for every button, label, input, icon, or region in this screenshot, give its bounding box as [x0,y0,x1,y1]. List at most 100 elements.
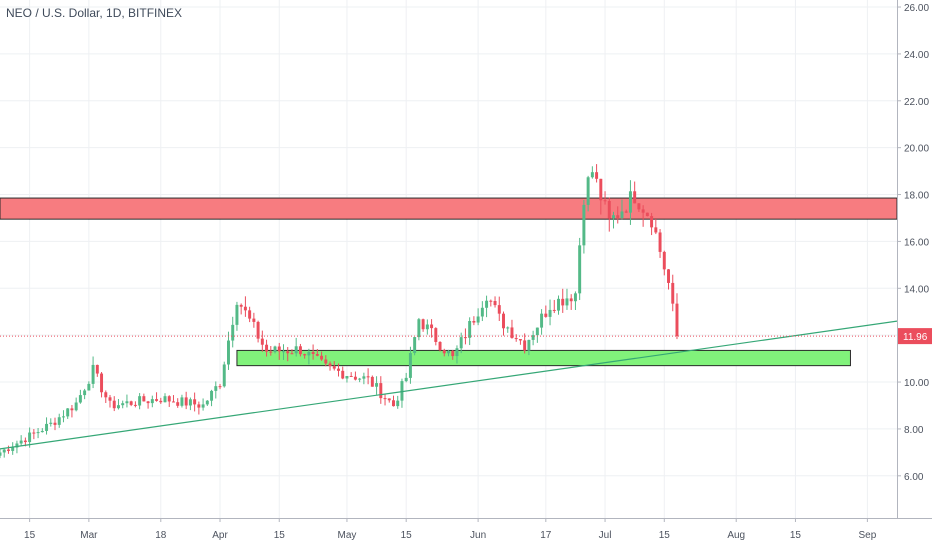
candle-down[interactable] [337,368,340,371]
candle-down[interactable] [129,401,133,405]
candle-up[interactable] [214,386,218,391]
candle-down[interactable] [671,282,675,304]
candle-down[interactable] [502,313,505,329]
candle-down[interactable] [243,306,247,311]
candle-down[interactable] [100,373,104,393]
candle-up[interactable] [476,316,480,323]
candle-down[interactable] [624,211,628,213]
candle-up[interactable] [408,353,412,378]
candle-down[interactable] [370,376,374,387]
candle-up[interactable] [116,405,120,409]
candle-up[interactable] [485,300,489,308]
candle-down[interactable] [472,320,476,323]
candle-up[interactable] [375,383,379,387]
candle-up[interactable] [227,340,230,365]
candle-down[interactable] [675,303,679,337]
candle-up[interactable] [345,375,349,379]
candle-down[interactable] [95,364,99,374]
candle-down[interactable] [159,400,163,403]
candle-down[interactable] [290,353,294,355]
candle-up[interactable] [459,337,463,349]
candle-down[interactable] [298,346,302,355]
candle-down[interactable] [353,376,357,380]
candle-up[interactable] [417,319,421,338]
candle-down[interactable] [167,396,171,402]
candle-down[interactable] [171,401,175,403]
candle-down[interactable] [607,201,611,219]
candle-up[interactable] [628,191,632,213]
candle-up[interactable] [590,172,594,178]
candle-up[interactable] [87,383,91,391]
candle-down[interactable] [112,400,116,409]
candle-down[interactable] [133,404,137,406]
candle-down[interactable] [193,399,197,405]
candle-up[interactable] [121,403,125,406]
candle-down[interactable] [650,216,654,228]
candle-up[interactable] [468,320,472,338]
candle-down[interactable] [23,440,27,443]
candle-up[interactable] [163,396,167,403]
candle-down[interactable] [616,215,620,218]
candle-up[interactable] [447,350,450,354]
candle-up[interactable] [358,378,362,380]
candle-up[interactable] [57,417,61,425]
candle-up[interactable] [0,452,2,456]
candle-down[interactable] [489,300,493,302]
candle-up[interactable] [565,298,569,306]
candle-down[interactable] [269,351,273,353]
candle-up[interactable] [282,351,285,353]
resistance-zone[interactable] [0,197,898,220]
candle-down[interactable] [523,340,527,351]
candle-down[interactable] [599,178,603,201]
candle-down[interactable] [328,363,332,367]
candle-up[interactable] [138,396,142,406]
candle-up[interactable] [396,400,400,407]
candle-up[interactable] [531,335,535,340]
candle-down[interactable] [142,396,146,402]
candle-down[interactable] [184,397,188,406]
candle-up[interactable] [573,293,577,302]
candle-up[interactable] [222,364,226,387]
trendline[interactable] [0,320,898,450]
candle-down[interactable] [252,318,256,322]
candle-up[interactable] [91,364,95,384]
candle-up[interactable] [201,404,205,408]
candle-down[interactable] [286,351,290,354]
candle-down[interactable] [633,191,637,204]
candle-down[interactable] [341,370,345,379]
candle-down[interactable] [544,313,548,317]
candle-up[interactable] [413,337,417,354]
candle-down[interactable] [104,392,108,398]
candle-down[interactable] [658,232,662,252]
candle-down[interactable] [256,321,260,339]
candle-down[interactable] [561,298,565,306]
candle-down[interactable] [392,400,395,407]
candle-up[interactable] [480,307,484,317]
candle-down[interactable] [239,304,243,307]
candle-down[interactable] [311,352,315,354]
candle-up[interactable] [61,416,65,418]
candle-down[interactable] [518,339,522,341]
candle-down[interactable] [332,366,336,369]
candle-down[interactable] [654,227,658,233]
candle-down[interactable] [218,386,222,388]
candle-up[interactable] [307,352,311,356]
candle-up[interactable] [582,204,586,246]
candle-up[interactable] [19,440,23,444]
candle-up[interactable] [28,432,32,443]
candle-down[interactable] [320,355,324,360]
candle-down[interactable] [637,203,641,210]
candle-up[interactable] [49,422,53,424]
candle-down[interactable] [641,209,645,213]
candle-up[interactable] [586,177,590,205]
candle-down[interactable] [569,298,573,302]
candle-up[interactable] [535,327,539,336]
candle-up[interactable] [83,390,87,396]
candle-down[interactable] [603,200,607,202]
candle-down[interactable] [667,269,670,283]
candle-down[interactable] [514,338,518,340]
candle-up[interactable] [578,245,582,294]
candle-down[interactable] [32,432,36,434]
